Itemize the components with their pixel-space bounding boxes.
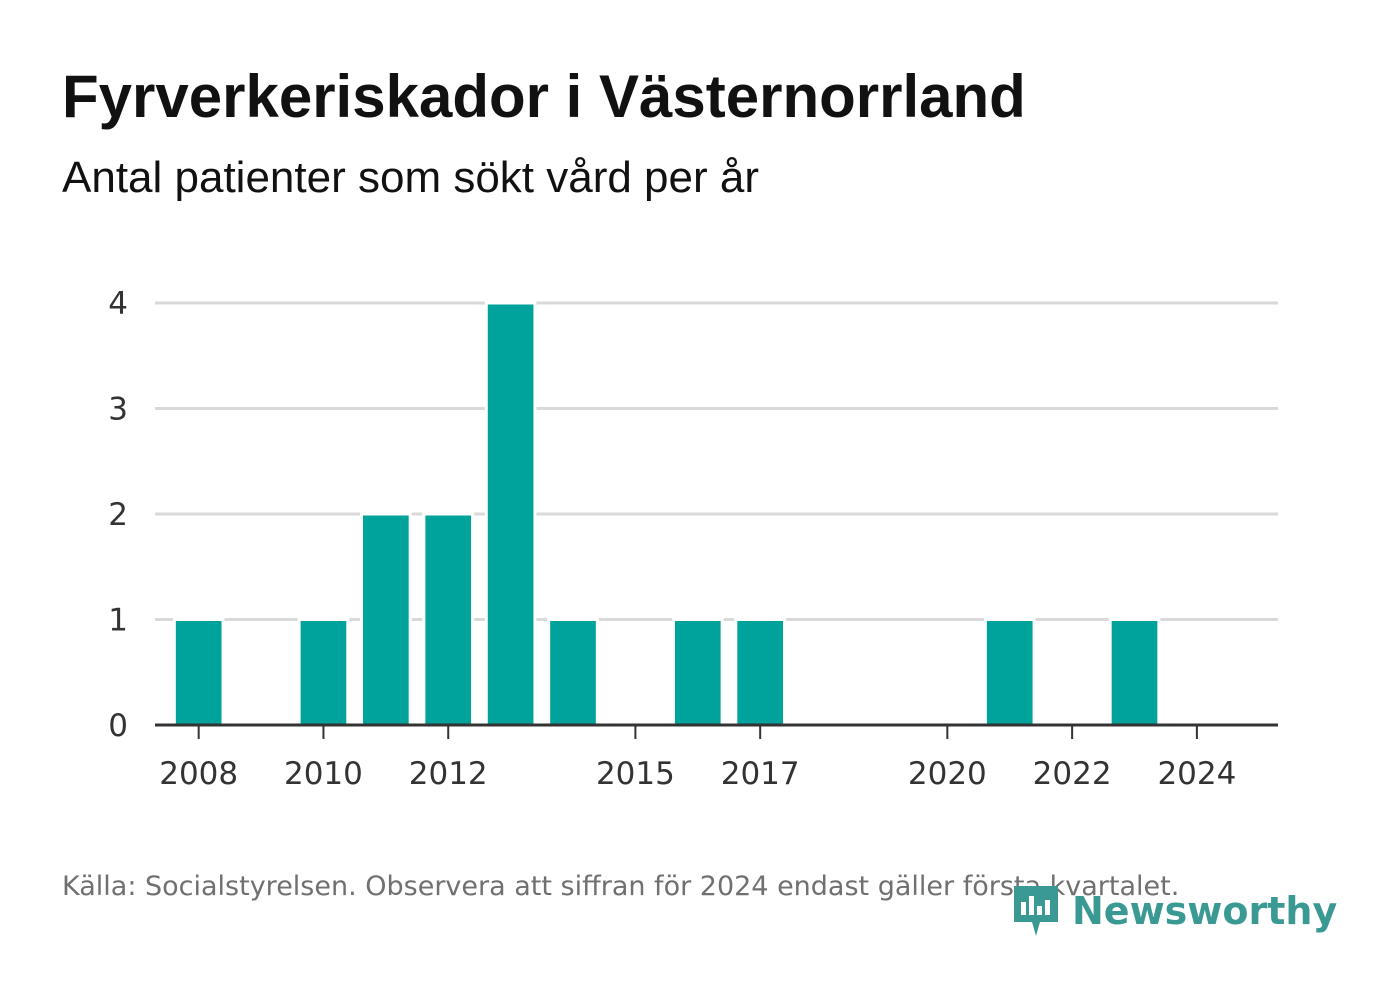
y-axis-ticks: 0 1 2 3 4 — [108, 286, 128, 744]
y-tick-label: 0 — [108, 708, 128, 744]
newsworthy-logo-icon — [1014, 886, 1058, 936]
gridlines — [155, 301, 1278, 621]
source-note: Källa: Socialstyrelsen. Observera att si… — [62, 871, 1180, 902]
x-tick-label: 2020 — [908, 756, 987, 792]
bar-2021[interactable] — [983, 618, 1036, 727]
bar-2012[interactable] — [422, 512, 475, 727]
x-axis-ticks: 2008 2010 2012 2015 2017 2020 2022 2024 — [159, 725, 1236, 792]
x-tick-label: 2017 — [721, 756, 800, 792]
y-tick-label: 1 — [108, 603, 128, 639]
bar-2008[interactable] — [172, 618, 225, 727]
bar-2013[interactable] — [484, 301, 537, 727]
bar-2017[interactable] — [734, 618, 787, 727]
bar-2023[interactable] — [1108, 618, 1161, 727]
x-tick-label: 2024 — [1157, 756, 1236, 792]
y-tick-label: 3 — [108, 392, 128, 428]
chart-title: Fyrverkeriskador i Västernorrland — [62, 63, 1026, 130]
chart-subtitle: Antal patienter som sökt vård per år — [62, 153, 759, 202]
y-tick-label: 2 — [108, 497, 128, 533]
x-tick-label: 2010 — [284, 756, 363, 792]
x-tick-label: 2022 — [1033, 756, 1112, 792]
y-tick-label: 4 — [108, 286, 128, 322]
bar-2011[interactable] — [360, 512, 412, 727]
brand-name: Newsworthy — [1072, 889, 1338, 933]
brand-logo[interactable]: Newsworthy — [1010, 882, 1337, 940]
x-tick-label: 2015 — [596, 756, 675, 792]
bar-chart: 0 1 2 3 4 2008 2010 2012 2015 2017 2020 2022 2024 — [108, 286, 1278, 792]
x-tick-label: 2012 — [409, 756, 488, 792]
bar-2014[interactable] — [547, 618, 599, 727]
bar-2010[interactable] — [297, 618, 350, 727]
bar-2016[interactable] — [671, 618, 724, 727]
x-tick-label: 2008 — [159, 756, 238, 792]
